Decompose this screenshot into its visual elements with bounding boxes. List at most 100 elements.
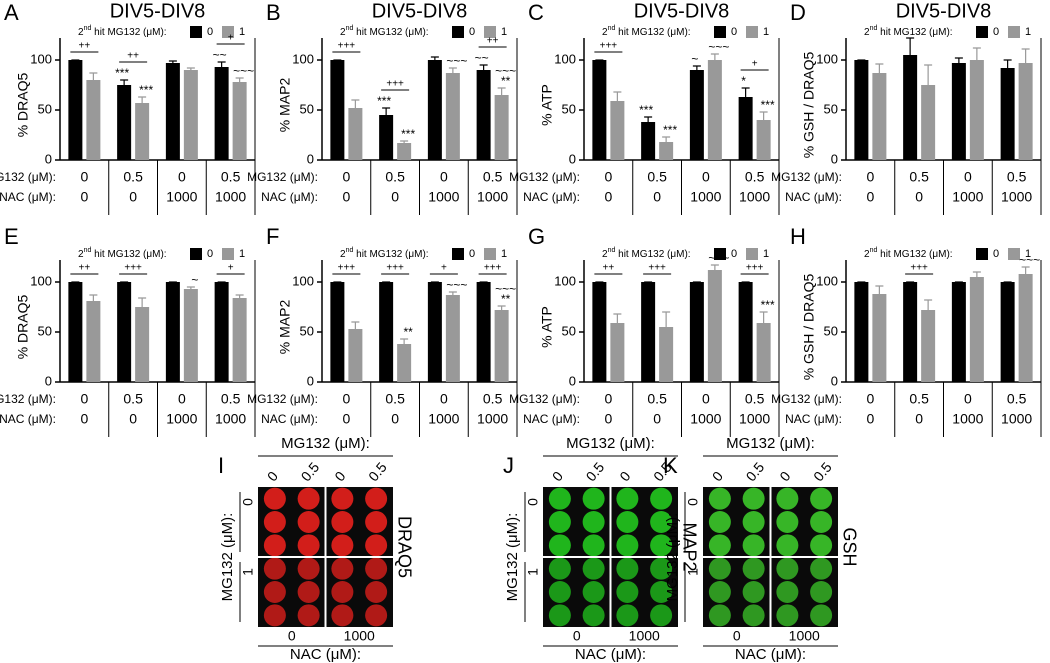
significance-mark: ***	[401, 127, 415, 141]
category-label: 0	[342, 411, 350, 427]
bar	[756, 323, 771, 382]
panel-letter: G	[528, 224, 545, 249]
legend-title-part: nd	[870, 25, 878, 32]
plate-well	[776, 604, 799, 627]
legend-swatch	[190, 248, 202, 260]
comparison-mark: +	[752, 59, 758, 70]
comparison-mark: +++	[338, 41, 356, 52]
significance-mark: **	[501, 292, 511, 306]
y-tick-label: 50	[824, 323, 838, 338]
error-bar	[138, 96, 147, 103]
category-label: 1000	[690, 411, 721, 427]
legend-label: 1	[239, 248, 245, 260]
error-bar	[924, 299, 933, 310]
bar	[641, 122, 656, 160]
error-bar	[644, 116, 653, 122]
bar	[1018, 63, 1033, 160]
plate-well	[708, 487, 731, 510]
plate-well	[650, 511, 673, 533]
legend-label: 1	[1025, 26, 1031, 38]
plate-well	[297, 534, 320, 557]
bar	[854, 282, 869, 382]
plate-well	[810, 604, 833, 627]
error-bar	[497, 87, 506, 95]
y-axis-label: % GSH / DRAQ5	[801, 52, 817, 159]
category-label: 0.5	[745, 169, 765, 185]
bar	[854, 60, 869, 160]
legend-swatch	[1008, 248, 1020, 260]
significance-mark: ~~~	[708, 40, 729, 54]
row-label: NAC (μM):	[785, 412, 842, 426]
legend-label: 1	[501, 248, 507, 260]
bar	[135, 103, 150, 160]
legend-title-part: nd	[608, 247, 616, 254]
legend-label: 1	[763, 248, 769, 260]
plate-column-label: 0.5	[583, 459, 608, 484]
legend-label: 0	[993, 248, 999, 260]
legend-title-part: nd	[870, 247, 878, 254]
category-label: 1000	[1001, 411, 1032, 427]
plate-well	[331, 604, 354, 627]
plate-well	[650, 581, 673, 603]
error-bar	[972, 271, 981, 277]
significance-mark: ~~~	[233, 64, 254, 78]
category-label: 1000	[739, 189, 770, 205]
error-bar	[662, 311, 671, 327]
bar	[232, 298, 247, 382]
plate-well	[297, 511, 320, 533]
category-label: 1000	[477, 411, 508, 427]
error-bar	[710, 264, 719, 270]
bar	[707, 270, 722, 382]
plate-well	[742, 557, 765, 580]
legend-title-part: hit MG132 (μM):	[877, 27, 952, 38]
plate-column-label: 0.5	[810, 459, 835, 484]
legend-label: 0	[731, 26, 737, 38]
panel-letter: K	[663, 453, 678, 478]
legend-label: 1	[239, 26, 245, 38]
plate-well	[616, 487, 639, 510]
error-bar	[710, 53, 719, 60]
legend-swatch	[222, 248, 234, 260]
category-label: 0.5	[1007, 391, 1027, 407]
legend-label: 0	[207, 26, 213, 38]
legend-title-part: hit MG132 (μM):	[353, 27, 428, 38]
legend-title-part: 2	[864, 27, 870, 38]
plate-mg132-title: MG132 (μM):	[726, 435, 815, 452]
plate-well	[776, 581, 799, 603]
legend-swatch	[452, 26, 464, 38]
y-tick-label: 50	[300, 101, 314, 116]
error-bar	[906, 37, 915, 55]
category-label: 0	[604, 411, 612, 427]
legend-title-part: 2	[340, 249, 346, 260]
plate-side-title: MG132 (μM):	[664, 513, 681, 602]
legend-title: 2nd hit MG132 (μM):	[602, 247, 691, 260]
category-label: 1000	[952, 411, 983, 427]
significance-mark: ~~~	[1019, 253, 1040, 267]
y-tick-label: 100	[554, 273, 576, 288]
bar	[903, 282, 918, 382]
category-label: 0	[866, 189, 874, 205]
category-label: 0	[440, 391, 448, 407]
plate-well	[776, 557, 799, 580]
plate-well	[263, 534, 286, 557]
comparison-mark: ++	[79, 41, 91, 52]
plate-well	[263, 511, 286, 533]
category-label: 0	[391, 189, 399, 205]
bar	[951, 282, 966, 382]
bar	[117, 282, 132, 382]
error-bar	[662, 136, 671, 142]
comparison-mark: ++	[487, 36, 499, 47]
error-bar	[1021, 266, 1030, 274]
significance-mark: ***	[377, 94, 391, 108]
plate-row-label: 0	[525, 498, 541, 506]
plate-well	[582, 604, 605, 627]
error-bar	[1021, 48, 1030, 63]
comparison-mark: +++	[600, 41, 618, 52]
plate-column-label: 0.5	[365, 459, 390, 484]
category-label: 0	[80, 391, 88, 407]
legend-swatch	[190, 26, 202, 38]
bar	[445, 73, 460, 160]
comparison-mark: +++	[338, 263, 356, 274]
bar	[135, 307, 150, 382]
